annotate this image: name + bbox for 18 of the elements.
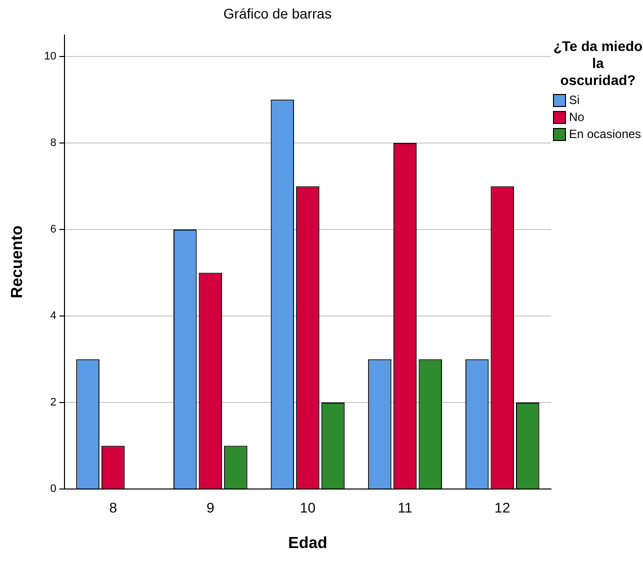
x-tick-label: 10 [300, 499, 316, 516]
y-tick-label: 10 [44, 50, 56, 62]
y-tick-label: 2 [50, 396, 56, 409]
x-tick-label: 9 [206, 499, 215, 516]
x-axis-title: Edad [288, 534, 328, 552]
y-tick-label: 8 [50, 136, 56, 149]
x-tick-label: 11 [398, 499, 413, 516]
y-tick-label: 4 [50, 310, 56, 322]
x-tick-label: 12 [494, 499, 510, 516]
legend-title: ¿Te da miedo la oscuridad? [553, 38, 643, 89]
legend-label: En ocasiones [569, 127, 642, 141]
y-axis-title: Recuento [9, 225, 26, 298]
y-tick-label: 6 [50, 223, 56, 236]
x-tick-label: 8 [109, 499, 118, 516]
y-tick-label: 0 [50, 483, 56, 496]
chart-title: Gráfico de barras [223, 5, 332, 22]
legend-label: Si [569, 93, 580, 107]
legend-label: No [569, 110, 584, 124]
